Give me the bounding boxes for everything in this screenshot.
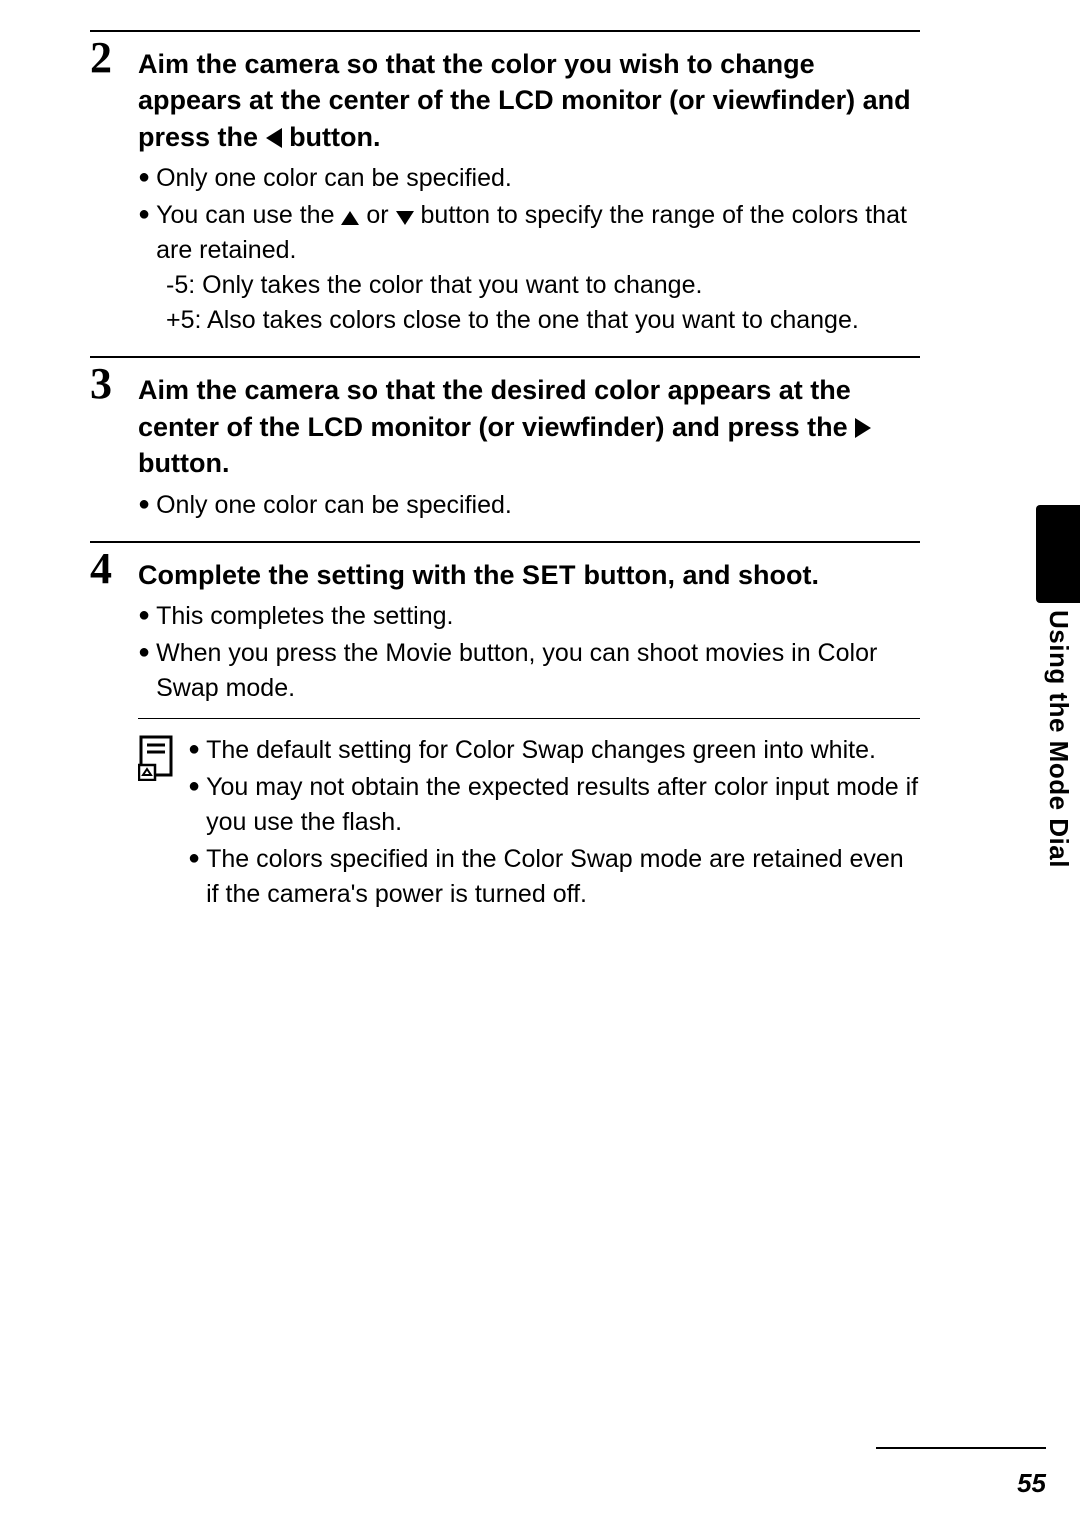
step-title: Complete the setting with the SET button… [138, 557, 920, 593]
side-section-label: Using the Mode Dial [1040, 610, 1074, 910]
bullet-dot-icon: ● [188, 733, 200, 768]
content-column: 2 Aim the camera so that the color you w… [90, 30, 920, 930]
bullet-text-before: You can use the [156, 201, 341, 229]
bullet-text-mid: or [359, 201, 395, 229]
footer-rule [876, 1447, 1046, 1449]
step-title: Aim the camera so that the color you wis… [138, 46, 920, 155]
bullet-list: ● This completes the setting. ● When you… [138, 599, 920, 706]
bullet-text: This completes the setting. [156, 599, 920, 634]
title-text-before: Aim the camera so that the color you wis… [138, 49, 911, 152]
title-text-before: Complete the setting with the [138, 560, 522, 590]
bullet-text: You may not obtain the expected results … [206, 770, 920, 840]
step-title: Aim the camera so that the desired color… [138, 372, 920, 481]
bullet-item: ● This completes the setting. [138, 599, 920, 634]
page-number: 55 [1017, 1468, 1046, 1499]
step-number: 4 [90, 547, 112, 591]
sub-line: +5: Also takes colors close to the one t… [166, 303, 920, 338]
note-icon [138, 735, 178, 912]
bullet-text: When you press the Movie button, you can… [156, 636, 920, 706]
bullet-text: The colors specified in the Color Swap m… [206, 842, 920, 912]
step-3: 3 Aim the camera so that the desired col… [90, 356, 920, 540]
bullet-dot-icon: ● [188, 770, 200, 840]
bullet-text: You can use the or button to specify the… [156, 198, 920, 268]
title-text-after: button, and shoot. [576, 560, 819, 590]
bullet-item: ● Only one color can be specified. [138, 161, 920, 196]
page: 2 Aim the camera so that the color you w… [0, 0, 1080, 1529]
bullet-dot-icon: ● [138, 599, 150, 634]
step-4: 4 Complete the setting with the SET butt… [90, 541, 920, 930]
bullet-dot-icon: ● [188, 842, 200, 912]
note-bullet-list: ● The default setting for Color Swap cha… [188, 731, 920, 912]
bullet-list: ● Only one color can be specified. ● You… [138, 161, 920, 338]
bullet-text: Only one color can be specified. [156, 488, 920, 523]
sub-line: -5: Only takes the color that you want t… [166, 268, 920, 303]
side-tab [1036, 505, 1080, 603]
title-text-after: button. [282, 122, 381, 152]
step-2: 2 Aim the camera so that the color you w… [90, 30, 920, 356]
bullet-dot-icon: ● [138, 198, 150, 268]
set-label: SET [522, 560, 576, 590]
bullet-item: ● The colors specified in the Color Swap… [188, 842, 920, 912]
step-number: 2 [90, 36, 112, 80]
note-block: ● The default setting for Color Swap cha… [138, 719, 920, 912]
step-body: Aim the camera so that the color you wis… [138, 46, 920, 338]
bullet-text: Only one color can be specified. [156, 161, 920, 196]
bullet-item: ● Only one color can be specified. [138, 488, 920, 523]
left-arrow-icon [266, 128, 282, 148]
step-number: 3 [90, 362, 112, 406]
step-body: Complete the setting with the SET button… [138, 557, 920, 912]
down-arrow-icon [396, 211, 414, 225]
up-arrow-icon [341, 211, 359, 225]
bullet-item: ● When you press the Movie button, you c… [138, 636, 920, 706]
title-text-after: button. [138, 448, 229, 478]
bullet-list: ● Only one color can be specified. [138, 488, 920, 523]
bullet-item: ● You can use the or button to specify t… [138, 198, 920, 268]
right-arrow-icon [855, 418, 871, 438]
bullet-dot-icon: ● [138, 488, 150, 523]
bullet-dot-icon: ● [138, 161, 150, 196]
title-text-before: Aim the camera so that the desired color… [138, 375, 855, 441]
bullet-text: The default setting for Color Swap chang… [206, 733, 920, 768]
step-body: Aim the camera so that the desired color… [138, 372, 920, 522]
bullet-dot-icon: ● [138, 636, 150, 706]
bullet-item: ● You may not obtain the expected result… [188, 770, 920, 840]
bullet-item: ● The default setting for Color Swap cha… [188, 733, 920, 768]
